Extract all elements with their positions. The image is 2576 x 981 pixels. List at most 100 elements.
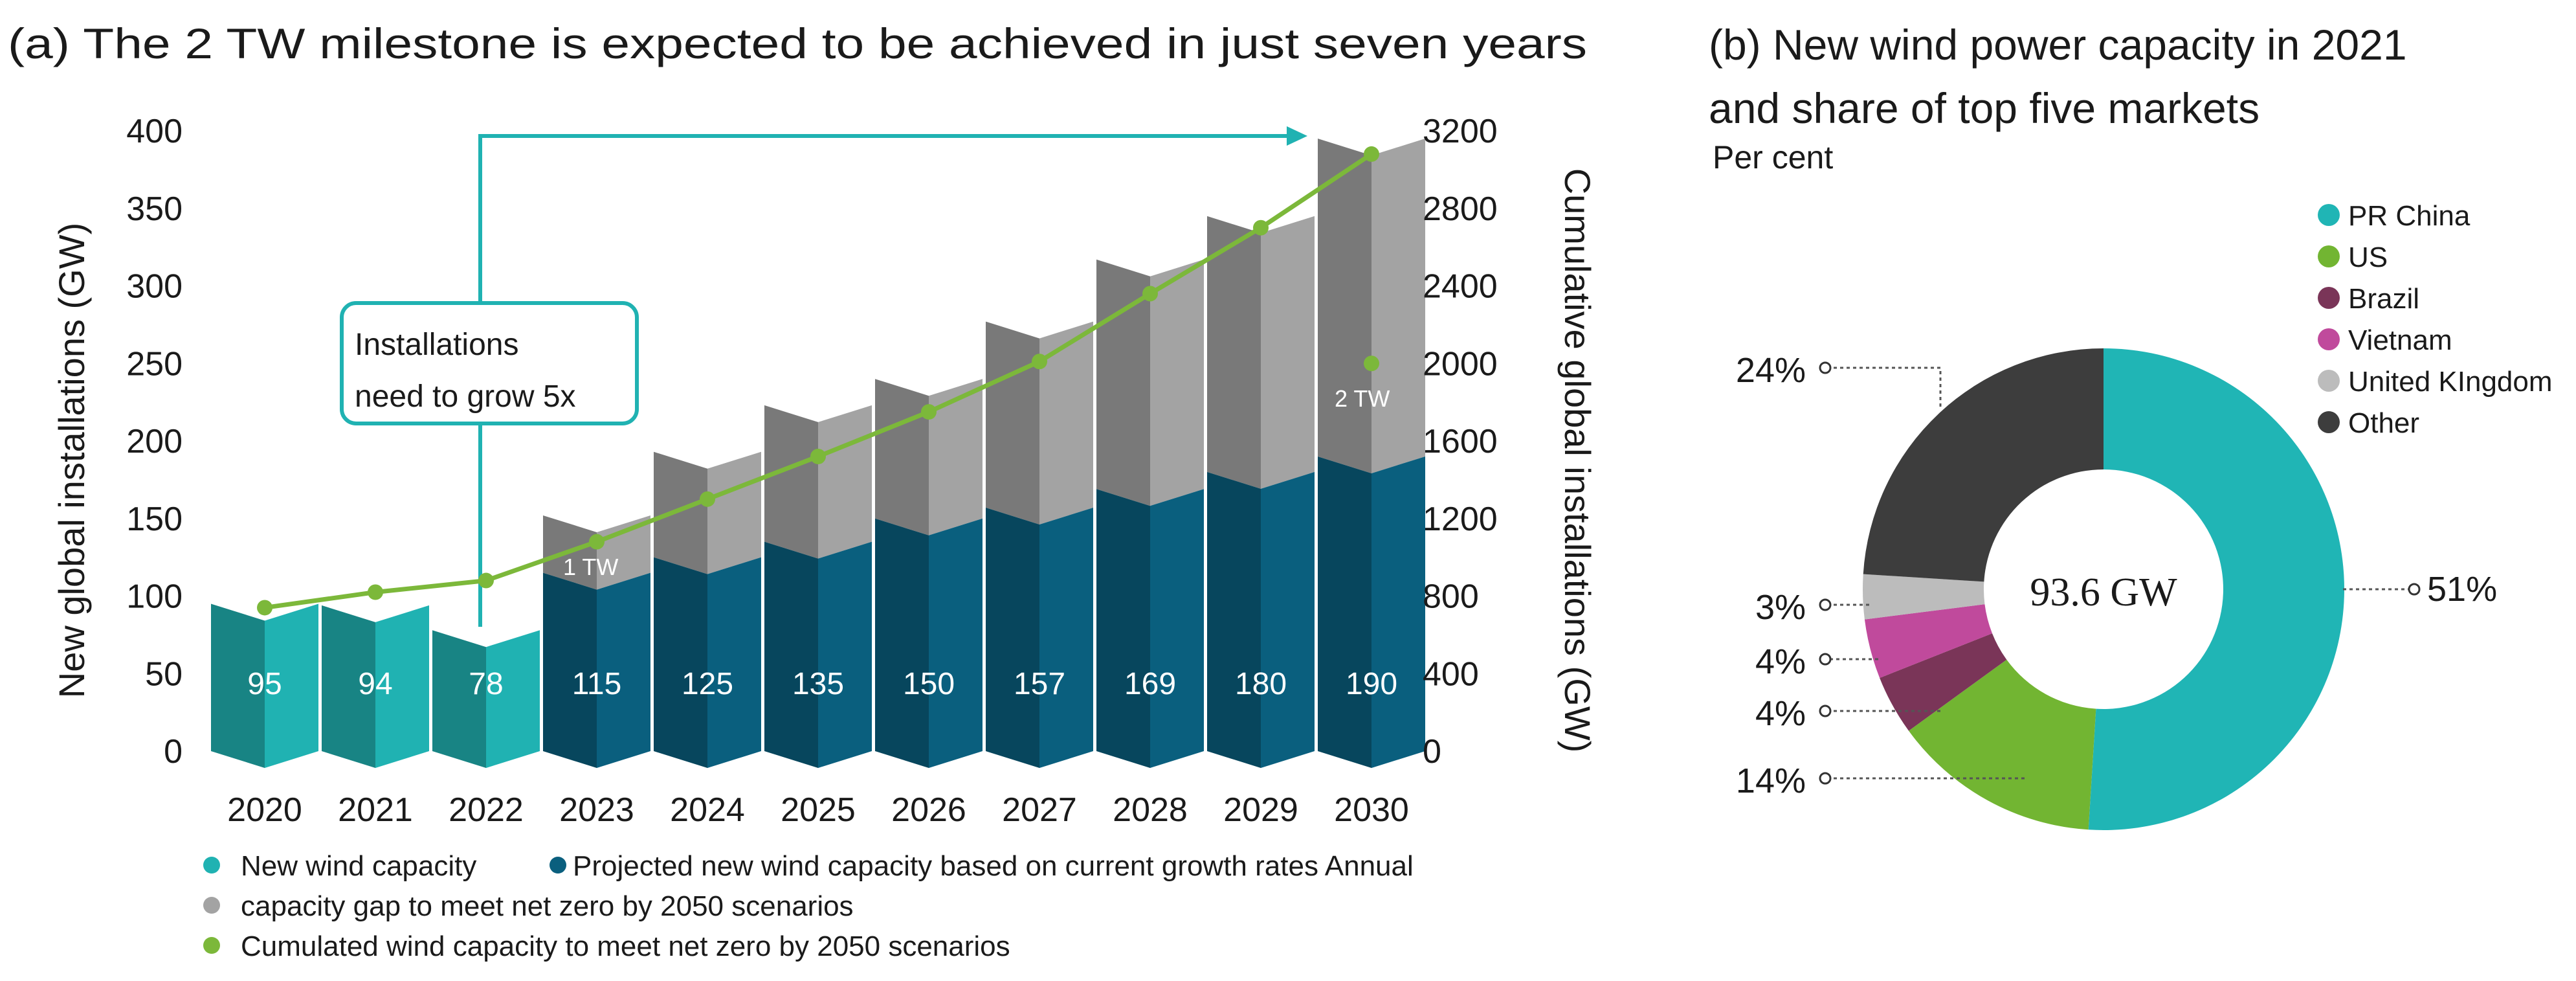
gap-bar-2028-left-face: [1096, 259, 1150, 506]
bar-2023: [543, 572, 650, 768]
cumulative-point-2027: [1032, 354, 1047, 370]
legend-cumulative-marker: [203, 937, 220, 954]
pie-legend-marker-us: [2318, 245, 2340, 267]
bar-2025-right-face: [818, 541, 872, 768]
callout-line2: need to grow 5x: [355, 379, 576, 414]
y-left-tick-300: 300: [126, 268, 183, 306]
leader-dot-brazil: [1819, 705, 1832, 717]
tw2-marker-point: [1364, 355, 1379, 372]
gap-bar-2025-left-face: [764, 405, 818, 559]
legend-projected-marker: [550, 857, 566, 874]
y-left-tick-400: 400: [126, 113, 183, 150]
axes: 2020 2021 2022 2023 2024 2025 2026 2027 2028 2029…: [51, 113, 1598, 829]
leader-dot-vietnam: [1819, 653, 1832, 666]
y-left-tick-350: 350: [126, 190, 183, 228]
bar-value-label-2027: 157: [1014, 667, 1065, 701]
gap-bar-2028-right-face: [1150, 259, 1204, 506]
bar-2022-right-face: [486, 630, 540, 768]
y-left-axis-label: New global installations (GW): [51, 223, 92, 698]
y-right-tick-2800: 2800: [1423, 190, 1498, 228]
y-right-tick-1200: 1200: [1423, 501, 1498, 538]
pct-label-other: 24%: [1736, 351, 1806, 390]
callout-line1: Installations: [355, 328, 518, 362]
bar-2021-left-face: [322, 605, 375, 768]
pie-legend-label-us: US: [2348, 242, 2388, 273]
leader-dot-united-kingdom: [1819, 598, 1832, 611]
gap-bar-2030-left-face: [1318, 138, 1371, 473]
donut-slice-brazil: [1880, 633, 2007, 731]
bar-2030-left-face: [1318, 456, 1371, 768]
callout-arrow-head: [1287, 126, 1307, 146]
gap-bar-2027: [986, 321, 1093, 524]
gap-bar-2027-right-face: [1039, 321, 1093, 524]
bar-value-label-2021: 94: [358, 667, 392, 701]
y-left-tick-0: 0: [164, 733, 183, 771]
y-left-tick-50: 50: [145, 655, 183, 693]
y-right-tick-0: 0: [1423, 733, 1441, 771]
y-left-tick-200: 200: [126, 423, 183, 460]
legend-gap-marker: [203, 897, 220, 914]
donut-legend: PR China US Brazil Vietnam United KIngdom Oth…: [2318, 200, 2553, 439]
bar-value-label-2020: 95: [247, 667, 282, 701]
bar-2021: [322, 605, 429, 768]
gap-bar-2026-right-face: [929, 379, 983, 536]
cumulative-point-2020: [257, 600, 272, 616]
legend-new-label: New wind capacity: [241, 850, 476, 882]
gap-bar-2025-right-face: [818, 405, 872, 559]
pie-legend-label-united-kingdom: United KIngdom: [2348, 366, 2553, 398]
pie-legend-label-other: Other: [2348, 407, 2419, 439]
leader-dot-pr-china: [2408, 583, 2421, 596]
cumulative-point-2022: [478, 572, 494, 589]
x-tick-2020: 2020: [227, 791, 302, 829]
pct-label-united-kingdom: 3%: [1755, 588, 1806, 627]
bar-2024: [654, 557, 761, 768]
bar-2024-right-face: [707, 557, 761, 768]
y-right-axis-label: Cumulative global installations (GW): [1557, 168, 1598, 753]
x-tick-2030: 2030: [1334, 791, 1409, 829]
bar-2028-right-face: [1150, 489, 1204, 768]
cumulative-point-2025: [810, 448, 826, 464]
bar-2023-right-face: [597, 572, 650, 768]
bar-2029-left-face: [1207, 471, 1261, 768]
cumulative-point-2024: [700, 491, 715, 507]
bar-2023-left-face: [543, 572, 597, 768]
gap-bar-2028: [1096, 259, 1204, 506]
bar-2026-left-face: [875, 518, 929, 768]
donut-slice-vietnam: [1864, 604, 1992, 678]
leader-dot-us: [1819, 772, 1832, 785]
bar-2022: [432, 630, 540, 768]
cumulative-point-2026: [921, 404, 937, 420]
installation-bars: [211, 456, 1425, 768]
callout-box: [340, 301, 639, 425]
bar-value-label-2026: 150: [903, 667, 955, 701]
chart-b-title-line1: (b) New wind power capacity in 2021: [1709, 21, 2407, 69]
cumulative-point-2029: [1253, 220, 1269, 236]
legend-cumulative-label: Cumulated wind capacity to meet net zero…: [241, 930, 1010, 962]
callout-arrow-line: [478, 134, 1291, 627]
donut-slice-pr-china: [2088, 348, 2344, 831]
bar-value-labels: 95 94 78 115 125 135 150 157 169 180 190: [247, 667, 1397, 701]
pie-legend-marker-pr-china: [2318, 204, 2340, 226]
gap-bar-2024-right-face: [707, 451, 761, 574]
gap-bar-2030-right-face: [1371, 138, 1425, 473]
bar-2026-right-face: [929, 518, 983, 768]
chart-b-subtitle: Per cent: [1713, 139, 1833, 175]
bar-value-label-2025: 135: [792, 667, 844, 701]
bar-2027: [986, 507, 1093, 768]
pct-label-pr-china: 51%: [2427, 570, 2497, 609]
bar-2027-right-face: [1039, 507, 1093, 768]
gap-bar-2027-left-face: [986, 321, 1039, 524]
cumulative-point-2021: [368, 584, 383, 600]
legend-projected-label: Projected new wind capacity based on cur…: [573, 850, 1414, 882]
x-tick-2023: 2023: [559, 791, 634, 829]
donut-chart: 51% 14% 4% 4% 3% 24%: [1736, 348, 2497, 831]
bar-2022-left-face: [432, 630, 486, 768]
pie-legend-label-vietnam: Vietnam: [2348, 324, 2452, 356]
donut-slice-united-kingdom: [1863, 574, 1985, 620]
x-tick-2027: 2027: [1002, 791, 1077, 829]
y-right-tick-2400: 2400: [1423, 268, 1498, 306]
pct-label-vietnam: 4%: [1755, 642, 1806, 681]
y-left-tick-100: 100: [126, 578, 183, 616]
bar-value-label-2023: 115: [572, 667, 622, 701]
